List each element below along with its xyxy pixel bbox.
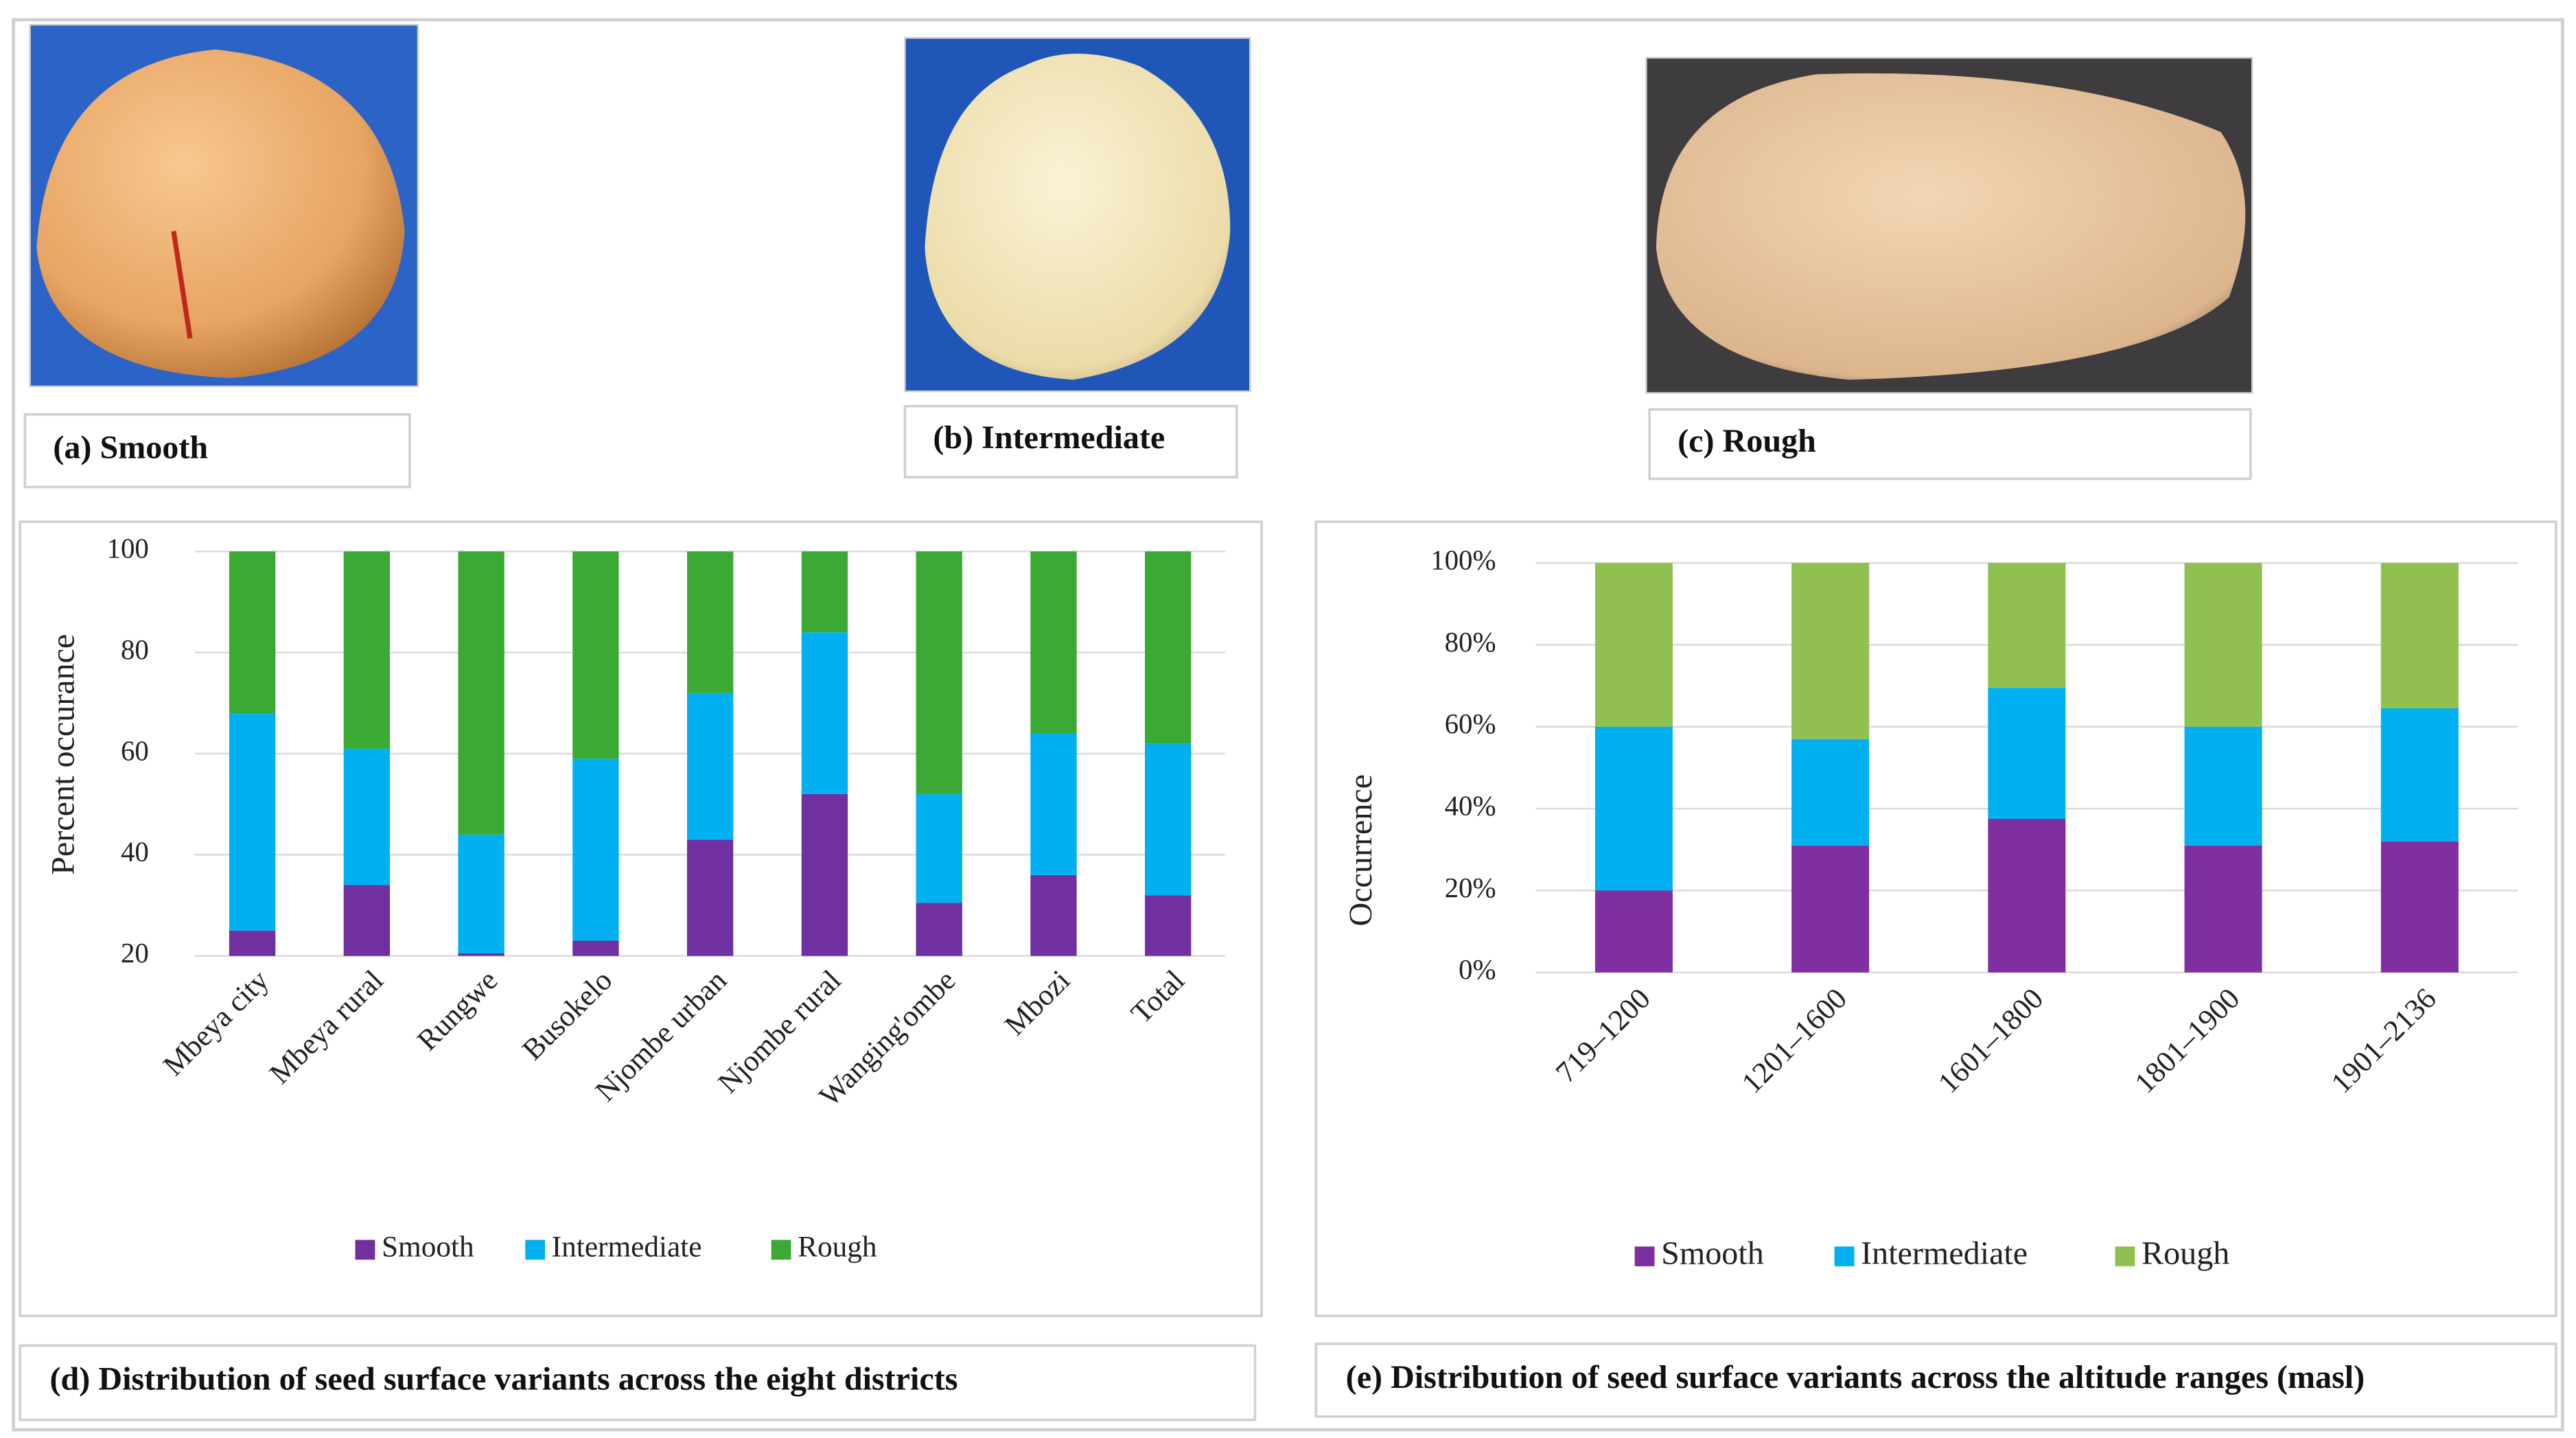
bar-segment [2184, 726, 2262, 846]
bar-segment [1145, 743, 1192, 896]
legend-label: Smooth [382, 1231, 474, 1264]
bar-segment [229, 930, 276, 956]
bar-segment [2380, 841, 2459, 973]
bar-segment [458, 551, 504, 835]
photo-intermediate [904, 37, 1251, 393]
photo-rough [1645, 56, 2253, 394]
y-tick-label: 60% [1445, 708, 1496, 739]
bar-segment [1030, 874, 1077, 956]
bar-segment [343, 748, 391, 885]
y-tick-label: 40% [1445, 790, 1496, 821]
bar-segment [2184, 845, 2262, 973]
bar-segment [916, 793, 962, 903]
caption-box [19, 1344, 1257, 1422]
bar-segment [1791, 845, 1870, 973]
bar-segment [1145, 895, 1192, 956]
bar-segment [801, 632, 848, 794]
bar-segment [1594, 563, 1673, 727]
caption: (c) Rough [1678, 423, 1816, 459]
y-tick-label: 20% [1445, 872, 1496, 903]
legend-swatch [355, 1240, 375, 1260]
caption-box [903, 404, 1238, 478]
caption-box [1648, 408, 2252, 480]
legend-label: Rough [2142, 1235, 2229, 1271]
bar-segment [2184, 563, 2262, 727]
photo-smooth [29, 23, 419, 388]
bar-segment [1988, 819, 2066, 973]
bar-segment [343, 551, 391, 749]
y-tick-label: 0% [1459, 954, 1496, 985]
bar-segment [1988, 563, 2066, 688]
bar-segment [2380, 708, 2459, 842]
y-tick-label: 80 [121, 634, 149, 665]
caption: (b) Intermediate [933, 419, 1165, 456]
y-tick-label: 20 [121, 938, 149, 969]
bar-segment [1791, 739, 1870, 846]
y-axis-label: Occurrence [1343, 774, 1379, 927]
bar-segment [572, 940, 619, 956]
bar-segment [801, 793, 848, 956]
caption: (a) Smooth [53, 430, 208, 466]
legend-swatch [771, 1240, 791, 1260]
legend-label: Intermediate [1861, 1235, 2028, 1271]
caption: (d) Distribution of seed surface variant… [50, 1360, 958, 1397]
bar-segment [1030, 551, 1077, 734]
caption-box [23, 413, 411, 489]
bar-segment [229, 713, 276, 931]
bar-segment [1594, 726, 1673, 891]
legend-swatch [1834, 1246, 1855, 1266]
legend-swatch [1634, 1246, 1655, 1266]
bar-segment [686, 693, 734, 840]
y-tick-label: 60 [121, 735, 149, 766]
y-axis-label: Percent occurance [45, 634, 82, 875]
legend-swatch [525, 1240, 546, 1260]
bar-segment [1988, 688, 2066, 820]
bar-segment [916, 903, 962, 956]
bar-segment [458, 834, 504, 953]
legend-label: Smooth [1661, 1235, 1764, 1271]
bar-segment [2380, 563, 2459, 708]
bar-segment [572, 551, 619, 759]
bar-segment [1594, 890, 1673, 973]
outer-border [12, 18, 2564, 1432]
bar-segment [572, 758, 619, 941]
y-tick-label: 80% [1445, 627, 1496, 658]
bar-segment [1030, 733, 1077, 875]
bar-segment [916, 551, 962, 794]
bar-segment [1145, 551, 1192, 744]
chart-frame [1314, 520, 2557, 1317]
y-tick-label: 40 [121, 837, 149, 868]
caption: (e) Distribution of seed surface variant… [1346, 1359, 2365, 1395]
legend-label: Rough [798, 1231, 877, 1264]
legend-swatch [2115, 1246, 2135, 1266]
bar-segment [458, 953, 504, 956]
bar-segment [229, 551, 276, 714]
legend-label: Intermediate [552, 1231, 702, 1264]
bar-segment [343, 885, 391, 956]
caption-box [1314, 1343, 2557, 1418]
bar-segment [686, 839, 734, 956]
y-tick-label: 100% [1430, 545, 1496, 576]
bar-segment [1791, 563, 1870, 739]
bar-segment [686, 551, 734, 693]
y-tick-label: 100 [107, 533, 149, 564]
bar-segment [801, 551, 848, 633]
